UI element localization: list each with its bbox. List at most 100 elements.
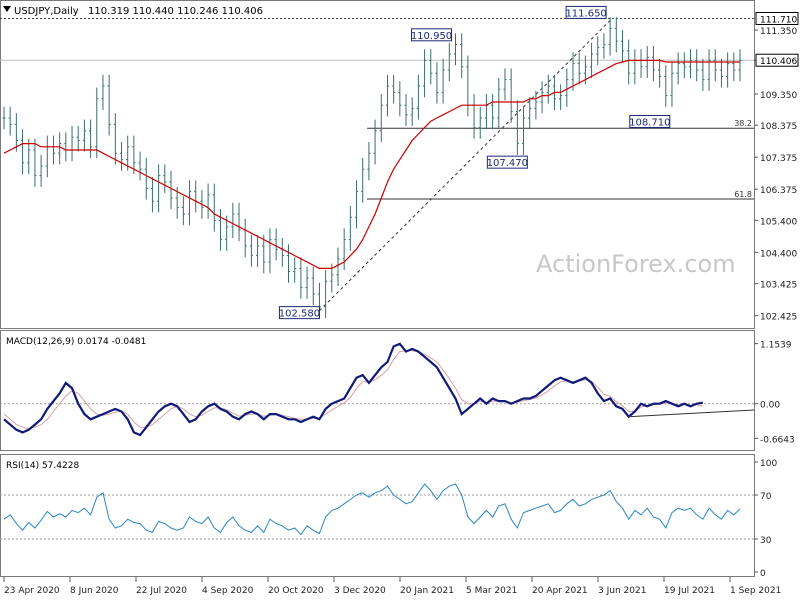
price-y-tick-label: 111.350	[760, 27, 797, 37]
price-axis-marker-box	[755, 11, 799, 25]
price-bar	[392, 74, 396, 104]
price-bar	[491, 94, 495, 130]
macd-panel-frame	[0, 330, 755, 451]
price-bar	[76, 126, 80, 152]
price-bar	[664, 65, 668, 107]
price-bar	[565, 68, 569, 107]
price-bar	[589, 42, 594, 78]
price-bar	[627, 39, 631, 85]
price-bar	[138, 151, 142, 181]
price-y-tick-label: 109.350	[760, 91, 797, 101]
rsi-panel-frame	[0, 454, 755, 577]
x-tick-label: 20 Jan 2021	[400, 586, 454, 596]
fib-level-label: 61.8	[734, 190, 752, 199]
fib-level-label: 38.2	[734, 119, 752, 128]
price-bar	[367, 142, 371, 181]
price-bar	[695, 49, 699, 82]
symbol-label: USDJPY,Daily	[14, 6, 79, 17]
price-bar	[27, 138, 31, 174]
price-bar	[509, 68, 513, 123]
price-bar	[528, 97, 532, 130]
price-annotation-box	[278, 306, 320, 320]
macd-line	[3, 342, 704, 437]
collapse-triangle-icon[interactable]	[3, 6, 11, 12]
price-bar	[726, 52, 730, 88]
price-bar	[422, 49, 427, 98]
price-annotation-box	[629, 114, 671, 128]
price-bar	[88, 119, 93, 158]
price-bar	[738, 49, 742, 82]
price-bar	[101, 74, 105, 110]
price-annotation-label: 108.710	[629, 117, 670, 128]
price-bar	[657, 58, 662, 88]
price-bar	[268, 228, 272, 274]
price-bar	[429, 49, 433, 85]
price-bar	[732, 52, 736, 82]
price-bar	[255, 234, 260, 267]
price-bar	[58, 132, 62, 165]
price-bar	[119, 142, 124, 171]
price-bar	[169, 170, 173, 210]
x-tick-label: 5 Mar 2021	[466, 586, 517, 596]
price-bar	[95, 87, 99, 158]
price-annotation: 102.580	[278, 306, 320, 320]
price-bar	[225, 215, 229, 251]
x-tick-label: 22 Jul 2020	[136, 586, 187, 596]
price-bar	[719, 58, 724, 88]
price-annotation-label: 102.580	[279, 309, 320, 320]
price-bar	[688, 49, 693, 78]
price-bar	[181, 196, 185, 226]
price-bar	[441, 58, 445, 104]
macd-y-tick-label: 1.1539	[760, 341, 792, 351]
price-bar	[410, 97, 414, 126]
x-tick-label: 3 Jun 2021	[598, 586, 646, 596]
price-annotation: 108.710	[629, 114, 671, 128]
x-tick-label: 20 Apr 2021	[532, 586, 588, 596]
price-bar	[305, 266, 309, 299]
price-y-tick-label: 105.400	[760, 217, 797, 227]
price-bar	[218, 209, 223, 251]
price-bar	[373, 119, 377, 165]
x-tick-label: 4 Sep 2020	[202, 586, 254, 596]
macd-y-tick-label: 0.00	[760, 401, 780, 411]
price-bar	[571, 52, 575, 91]
price-annotation-label: 107.470	[487, 158, 528, 169]
rsi-y-tick-label: 100	[760, 459, 777, 469]
x-tick-label: 19 Jul 2021	[664, 586, 715, 596]
price-bar	[249, 234, 253, 267]
rsi-line	[3, 483, 741, 536]
price-y-tick-label: 108.375	[760, 122, 797, 132]
price-bar	[379, 94, 383, 142]
price-bar	[150, 177, 155, 213]
price-bar	[682, 52, 686, 78]
price-axis-marker: 110.406	[755, 53, 799, 67]
x-tick-label: 20 Oct 2020	[268, 586, 324, 596]
price-bar	[8, 106, 12, 136]
price-bar	[187, 180, 192, 226]
price-annotation-label: 110.950	[411, 31, 452, 42]
price-y-tick-label: 103.425	[760, 281, 797, 291]
price-bar	[82, 119, 87, 152]
price-bar	[670, 62, 674, 107]
price-bar	[707, 49, 711, 91]
price-bar	[596, 36, 600, 66]
macd-trend-line	[628, 409, 755, 418]
price-bar	[126, 135, 130, 171]
macd-title: MACD(12,26,9) 0.0174 -0.0481	[6, 337, 146, 347]
trend-line	[319, 20, 611, 311]
price-axis-marker-box	[755, 53, 799, 67]
price-bar	[447, 42, 451, 82]
price-bar	[676, 52, 680, 85]
macd-y-tick-label: -0.6643	[760, 435, 795, 445]
price-bar	[478, 106, 482, 139]
price-bar	[453, 33, 458, 66]
price-bar	[231, 202, 235, 238]
price-bar	[2, 106, 6, 130]
ohlc-label: 110.319 110.440 110.246 110.406	[88, 6, 263, 17]
x-tick-label: 1 Sep 2021	[730, 586, 781, 596]
price-bar	[299, 257, 303, 299]
price-bar	[521, 106, 526, 155]
price-bar	[398, 81, 402, 117]
x-tick-label: 8 Jun 2020	[70, 586, 119, 596]
